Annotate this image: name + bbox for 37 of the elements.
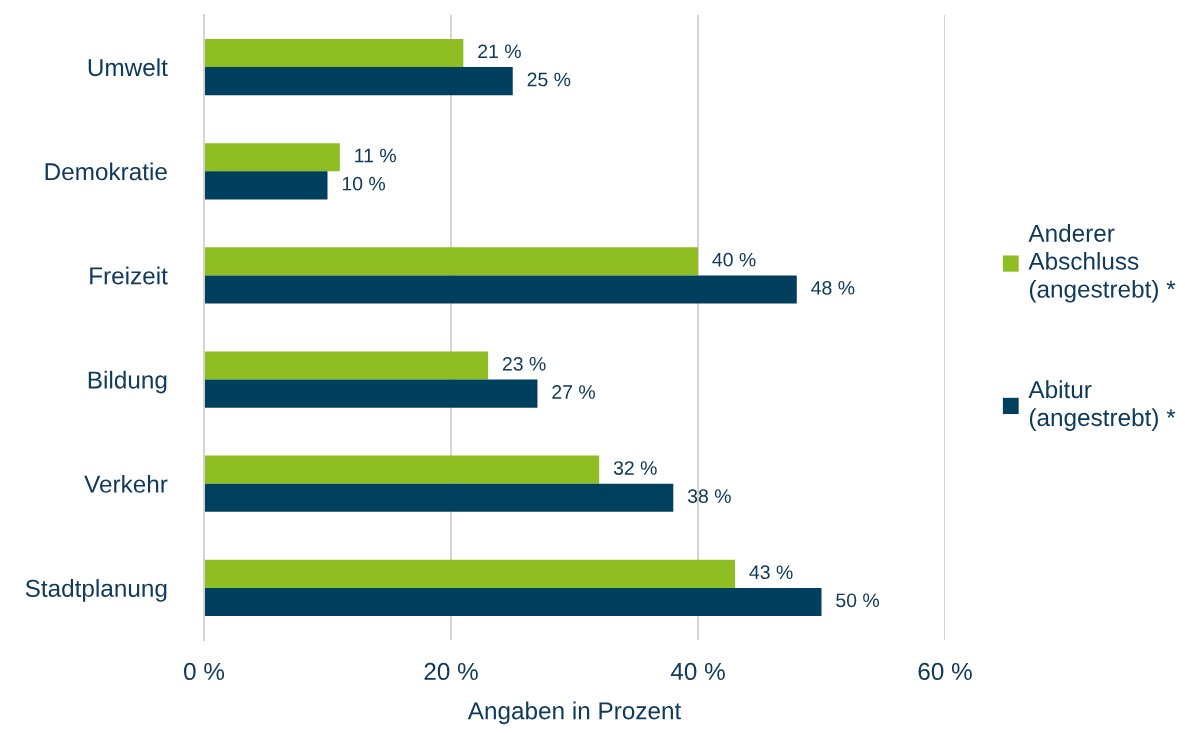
x-axis-title: Angaben in Prozent [467, 701, 682, 725]
bar [204, 171, 328, 200]
y-tick-label: Demokratie [45, 162, 167, 181]
bar [204, 38, 464, 68]
y-tick-label: Bildung [88, 370, 167, 394]
data-label: 43 % [749, 565, 793, 580]
y-tick-label: Verkehr [84, 474, 168, 493]
bar [204, 275, 797, 304]
bar [204, 143, 340, 172]
data-label: 27 % [552, 385, 595, 399]
y-tick-label: Stadtplanung [25, 579, 167, 602]
bar [204, 351, 489, 380]
y-tick-label: Freizeit [90, 266, 168, 285]
bar [204, 67, 513, 96]
data-label: 48 % [811, 280, 855, 295]
data-label: 40 % [712, 252, 756, 267]
legend-label: Abitur (angestrebt) * [1028, 380, 1176, 431]
bar [204, 587, 822, 617]
data-label: 10 % [342, 176, 386, 191]
y-tick-label: Umwelt [88, 58, 168, 77]
x-tick-label: 40 % [670, 662, 725, 681]
data-label: 23 % [502, 356, 546, 371]
bar [204, 483, 674, 512]
bar [204, 559, 736, 588]
x-tick-label: 0 % [184, 662, 225, 681]
data-label: 38 % [687, 489, 731, 504]
x-tick-label: 60 % [918, 662, 972, 681]
bar [204, 247, 698, 276]
data-label: 50 % [836, 593, 880, 608]
data-label: 25 % [527, 72, 571, 87]
bar [204, 379, 538, 408]
data-label: 32 % [613, 461, 657, 475]
x-tick-label: 20 % [424, 662, 478, 681]
legend-label: Anderer Abschluss (angestrebt) * [1028, 224, 1176, 303]
data-label: 11 % [355, 148, 396, 163]
data-label: 21 % [478, 44, 521, 59]
bar [204, 455, 600, 484]
